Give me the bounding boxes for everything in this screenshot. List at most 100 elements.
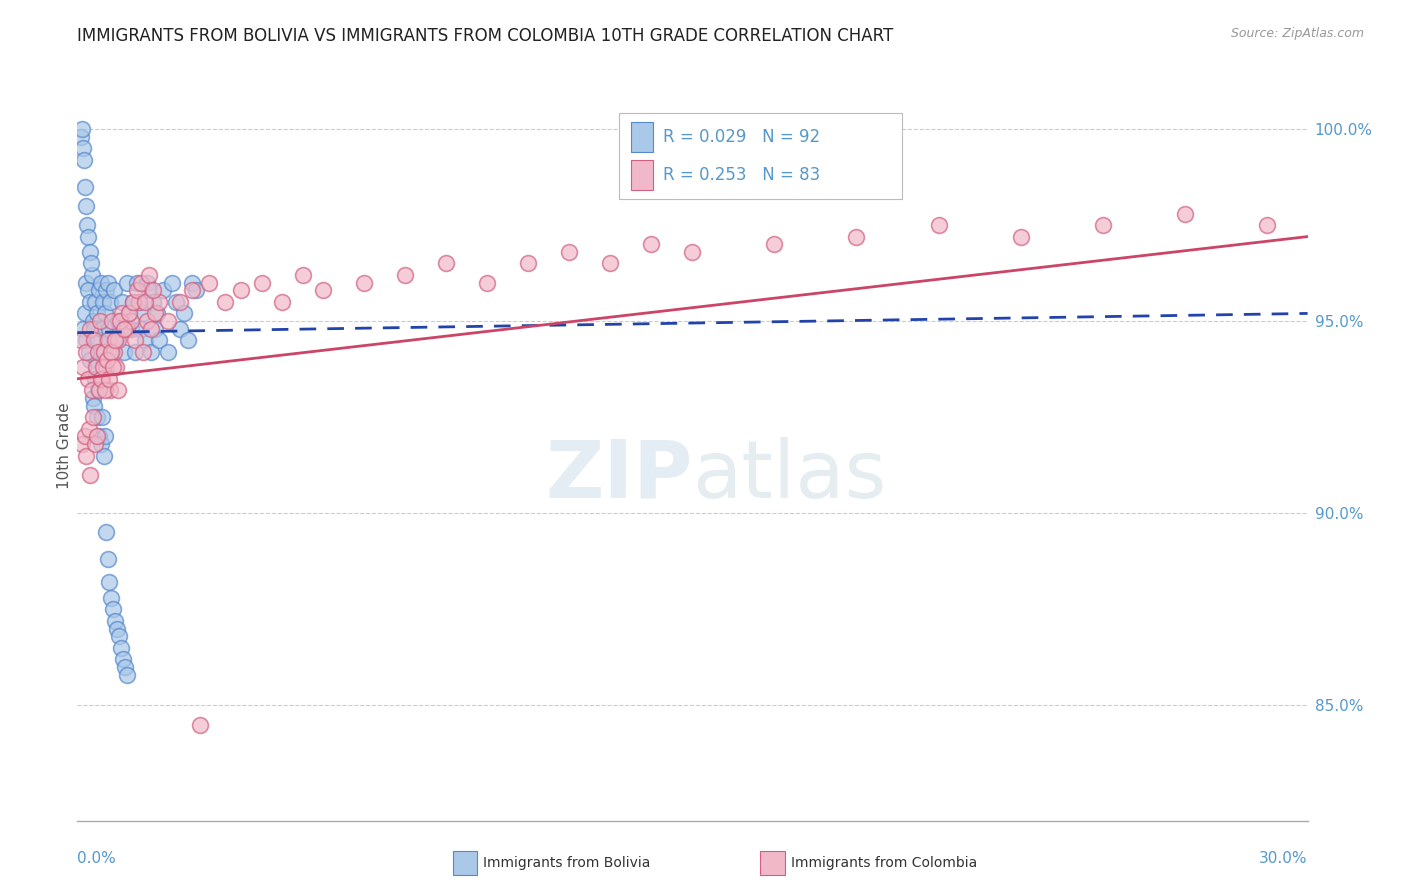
Point (105, 360, 128, 375)
Text: ZIP: ZIP (546, 437, 693, 515)
FancyBboxPatch shape (631, 160, 654, 190)
Point (120, 322, 142, 336)
Point (79, 352, 101, 367)
Point (87, 284, 110, 298)
Point (96, 525, 118, 540)
Point (128, 294, 150, 309)
Point (70, 334, 93, 348)
Point (83, 437, 105, 451)
Point (72, 322, 94, 336)
Point (94, 384, 117, 398)
Point (98, 322, 121, 336)
Point (101, 314, 124, 328)
Point (104, 614, 127, 628)
Point (110, 322, 132, 336)
Point (141, 344, 163, 359)
Point (89, 314, 111, 328)
Point (100, 591, 122, 605)
Point (87, 384, 110, 398)
Point (90, 322, 114, 336)
Point (90, 437, 112, 451)
Point (83, 399, 105, 413)
Point (477, 276, 499, 290)
Point (148, 294, 170, 309)
Point (93, 449, 115, 463)
Point (558, 244, 581, 259)
Text: Immigrants from Colombia: Immigrants from Colombia (792, 856, 977, 871)
Point (121, 294, 143, 309)
Point (101, 344, 124, 359)
Point (94, 360, 117, 375)
Point (436, 256, 458, 270)
Point (97, 276, 120, 290)
Text: atlas: atlas (693, 437, 887, 515)
Point (107, 384, 129, 398)
Point (165, 294, 187, 309)
Point (160, 276, 183, 290)
Point (124, 344, 146, 359)
Point (86, 410, 108, 425)
Point (80, 268, 103, 282)
Point (82, 391, 104, 405)
Point (682, 244, 704, 259)
Point (93, 344, 115, 359)
Point (134, 294, 156, 309)
FancyBboxPatch shape (761, 851, 785, 875)
Point (107, 629, 129, 643)
Point (394, 268, 416, 282)
Point (79, 322, 101, 336)
Point (75, 334, 97, 348)
Point (98, 384, 121, 398)
Point (107, 314, 129, 328)
Point (83, 322, 105, 336)
Point (117, 306, 139, 320)
Point (129, 276, 152, 290)
Point (845, 229, 868, 244)
Point (181, 276, 204, 290)
Point (111, 652, 134, 666)
Point (173, 306, 195, 320)
Point (156, 314, 179, 328)
Point (87, 344, 110, 359)
Point (169, 294, 191, 309)
Point (103, 344, 125, 359)
Point (76, 284, 98, 298)
Point (79, 294, 101, 309)
Point (98, 294, 121, 309)
Point (98, 372, 121, 386)
Point (197, 276, 219, 290)
Point (250, 276, 273, 290)
Point (77, 229, 100, 244)
Text: Source: ZipAtlas.com: Source: ZipAtlas.com (1230, 27, 1364, 40)
Point (121, 294, 143, 309)
Point (82, 410, 104, 425)
Point (148, 334, 170, 348)
Point (103, 360, 125, 375)
Point (107, 334, 129, 348)
Point (94, 284, 117, 298)
Text: 0.0%: 0.0% (77, 851, 117, 866)
Point (72, 141, 94, 155)
Point (79, 244, 101, 259)
Point (77, 422, 100, 436)
Point (89, 344, 111, 359)
Point (134, 334, 156, 348)
Point (1256, 218, 1278, 232)
Point (76, 372, 98, 386)
Point (70, 122, 93, 136)
Point (120, 314, 142, 328)
Point (91, 410, 114, 425)
Point (1091, 218, 1114, 232)
Point (90, 372, 112, 386)
Point (141, 322, 163, 336)
Point (231, 284, 253, 298)
Text: 30.0%: 30.0% (1260, 851, 1308, 866)
Point (96, 334, 118, 348)
Point (114, 660, 136, 674)
Point (640, 237, 662, 252)
Point (75, 276, 97, 290)
Point (214, 294, 236, 309)
Point (97, 575, 120, 590)
Point (110, 314, 132, 328)
Point (84, 360, 107, 375)
